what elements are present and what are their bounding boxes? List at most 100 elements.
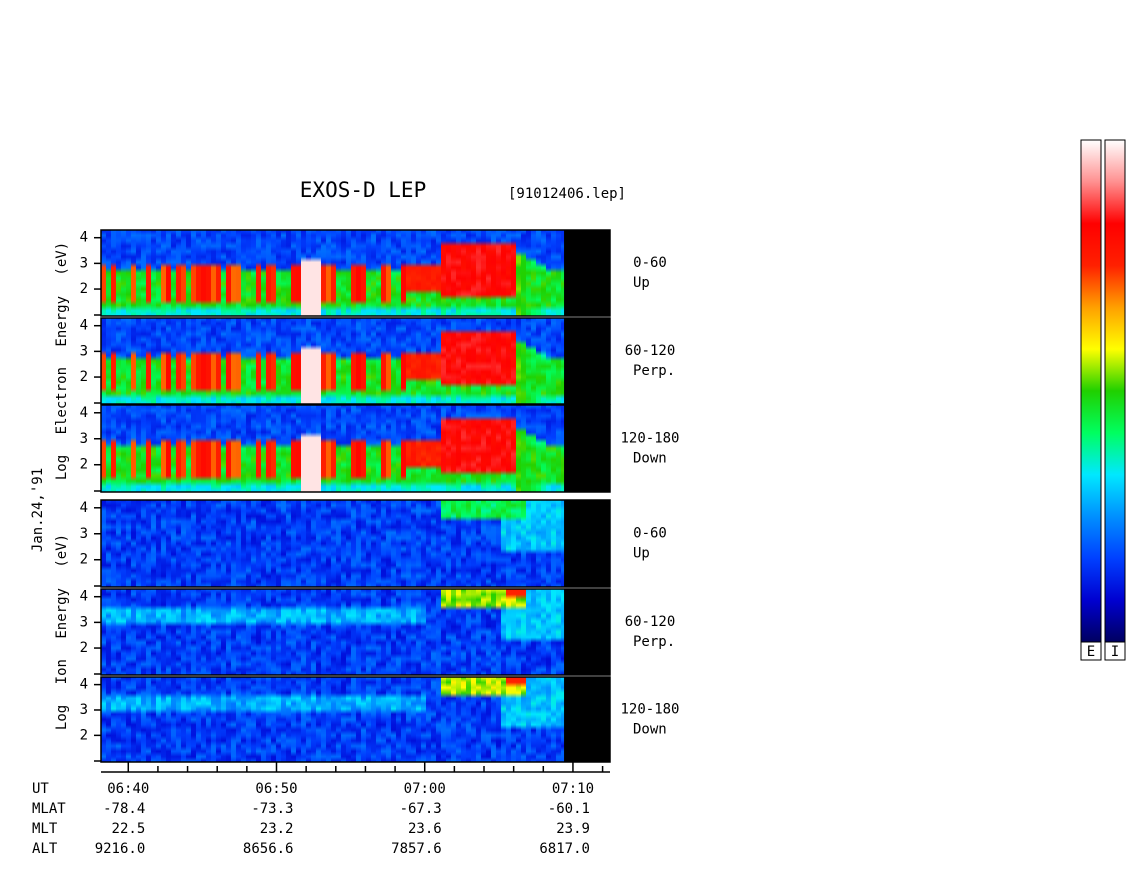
spectrogram-column (176, 405, 181, 492)
spectrogram-column (106, 405, 111, 492)
spectrogram-column (126, 230, 131, 316)
spectrogram-column (556, 318, 561, 404)
colorbar-label: I (1111, 644, 1119, 660)
spectrogram-column (346, 589, 351, 675)
spectrogram-column (411, 589, 416, 675)
orbit-value: 9216.0 (95, 841, 146, 857)
spectrogram-column (551, 405, 556, 492)
spectrogram-column (536, 318, 541, 404)
spectrogram-column (436, 230, 441, 316)
spectrogram-column (256, 589, 261, 675)
spectrogram-column (391, 677, 396, 762)
spectrogram-column (156, 230, 161, 316)
spectrogram-column (276, 405, 281, 492)
spectrogram-column (556, 230, 561, 316)
spectrogram-column (256, 677, 261, 762)
spectrogram-column (191, 230, 196, 316)
spectrogram-column (401, 230, 406, 316)
spectrogram-column (501, 405, 506, 492)
spectrogram-column (441, 405, 446, 492)
spectrogram-column (101, 500, 106, 587)
spectrogram-column (176, 500, 181, 587)
pitch-label: 120-180 (620, 431, 679, 447)
spectrogram-column (446, 405, 451, 492)
spectrogram-column (271, 500, 276, 587)
spectrogram-column (136, 589, 141, 675)
spectrogram-column (286, 230, 291, 316)
spectrogram-column (206, 405, 211, 492)
spectrogram-column (516, 589, 521, 675)
spectrogram-column (436, 500, 441, 587)
spectrogram-column (491, 230, 496, 316)
spectrogram-column (356, 589, 361, 675)
panel-frame (100, 499, 611, 588)
spectrogram-column (331, 318, 336, 404)
spectrogram-column (301, 589, 306, 675)
spectrogram-column (521, 677, 526, 762)
spectrogram-column (201, 318, 206, 404)
spectrogram-column (111, 318, 116, 404)
spectrogram-column (236, 500, 241, 587)
spectrogram-column (191, 500, 196, 587)
spectrogram-column (481, 500, 486, 587)
spectrogram-column (121, 405, 126, 492)
y-tick-label: 4 (80, 405, 88, 421)
spectrogram-column (171, 405, 176, 492)
spectrogram-column (256, 318, 261, 404)
colorbar-label-box (1080, 641, 1102, 661)
spectrogram-column (261, 500, 266, 587)
spectrogram-column (526, 500, 531, 587)
spectrogram-column (146, 318, 151, 404)
spectrogram-column (271, 677, 276, 762)
orbit-row-label: MLT (32, 821, 58, 837)
spectrogram-column (276, 230, 281, 316)
y-tick-label: 3 (80, 526, 88, 542)
spectrogram-column (456, 677, 461, 762)
spectrogram-column (466, 318, 471, 404)
spectrogram-column (216, 405, 221, 492)
spectrogram-column (281, 500, 286, 587)
spectrogram-column (331, 677, 336, 762)
orbit-value: 7857.6 (391, 841, 442, 857)
spectrogram-column (351, 318, 356, 404)
spectrogram-column (441, 677, 446, 762)
spectrogram-column (321, 589, 326, 675)
spectrogram-column (461, 589, 466, 675)
y-tick-label: 3 (80, 431, 88, 447)
spectrogram-column (266, 500, 271, 587)
spectrogram-column (196, 677, 201, 762)
spectrogram-column (161, 677, 166, 762)
spectrogram-column (541, 677, 546, 762)
spectrogram-column (391, 230, 396, 316)
spectrogram-column (261, 230, 266, 316)
spectrogram-column (226, 230, 231, 316)
spectrogram-column (191, 318, 196, 404)
spectrogram-column (461, 500, 466, 587)
spectrogram-column (436, 405, 441, 492)
spectrogram-column (466, 405, 471, 492)
spectrogram-column (241, 318, 246, 404)
spectrogram-column (396, 500, 401, 587)
spectrogram-column (141, 500, 146, 587)
spectrogram-column (451, 589, 456, 675)
spectrogram-column (341, 405, 346, 492)
spectrogram-column (166, 500, 171, 587)
spectrogram-column (311, 677, 316, 762)
direction-label: Perp. (633, 634, 675, 650)
spectrogram-column (331, 230, 336, 316)
spectrogram-column (421, 230, 426, 316)
panel-frame (100, 317, 611, 405)
spectrogram-column (506, 677, 511, 762)
spectrogram-column (241, 589, 246, 675)
spectrogram-column (436, 589, 441, 675)
spectrogram-column (396, 405, 401, 492)
y-tick-label: 4 (80, 589, 88, 605)
spectrogram-column (241, 677, 246, 762)
spectrogram-column (181, 230, 186, 316)
spectrogram-column (311, 230, 316, 316)
spectrogram-column (326, 230, 331, 316)
spectrogram-column (141, 405, 146, 492)
spectrogram-column (171, 318, 176, 404)
spectrogram-column (231, 589, 236, 675)
spectrogram-column (551, 589, 556, 675)
